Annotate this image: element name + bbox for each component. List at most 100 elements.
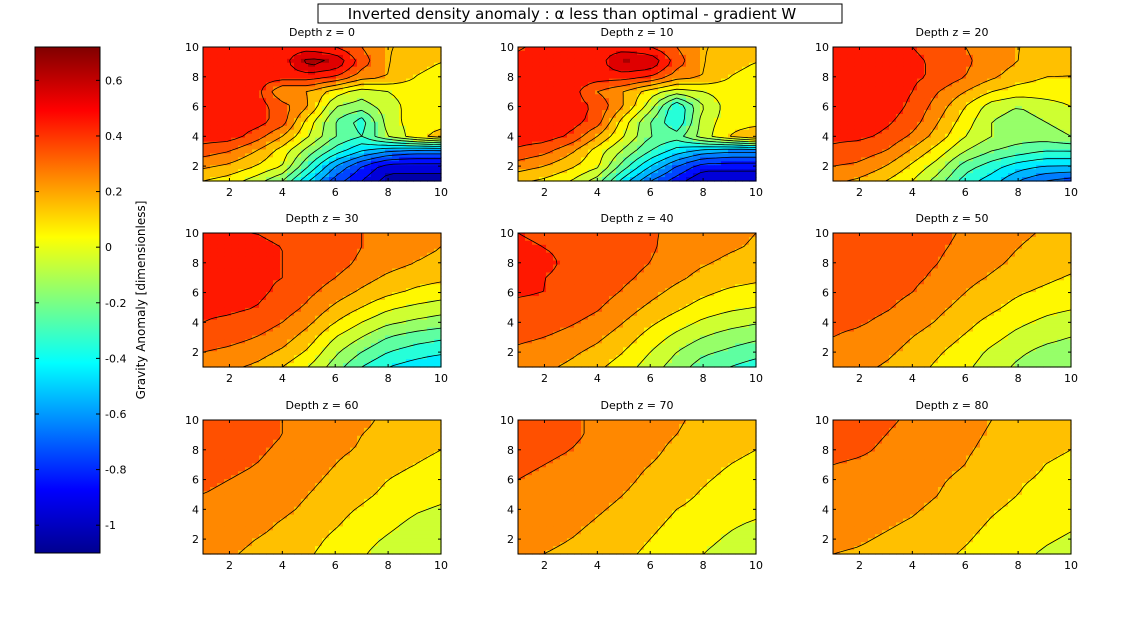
contour-cell (644, 106, 652, 111)
contour-cell (392, 173, 400, 178)
contour-cell (308, 233, 316, 238)
contour-cell (224, 94, 232, 99)
contour-cell (420, 47, 428, 52)
contour-cell (301, 355, 309, 360)
contour-cell (266, 86, 274, 91)
contour-cell (875, 70, 883, 76)
contour-cell (301, 288, 309, 293)
contour-cell (546, 121, 554, 127)
contour-cell (868, 137, 876, 143)
contour-cell (357, 78, 365, 84)
contour-cell (833, 117, 841, 123)
contour-cell (385, 173, 393, 178)
contour-cell (217, 141, 225, 147)
contour-cell (1043, 47, 1051, 52)
contour-cell (686, 129, 694, 135)
contour-cell (406, 106, 414, 111)
contour-cell (672, 117, 680, 123)
contour-cell (378, 62, 386, 68)
contour-cell (259, 102, 267, 107)
contour-cell (434, 303, 442, 309)
contour-cell (357, 303, 365, 309)
contour-cell (1036, 169, 1044, 174)
contour-cell (525, 110, 533, 115)
contour-cell (378, 236, 386, 242)
contour-cell (987, 149, 995, 155)
contour-cell (532, 121, 540, 127)
contour-cell (371, 292, 379, 297)
contour-cell (854, 54, 862, 60)
contour-cell (896, 47, 904, 52)
contour-cell (217, 165, 225, 170)
contour-cell (399, 177, 407, 182)
contour-cell (329, 121, 337, 127)
contour-cell (637, 233, 645, 238)
contour-cell (882, 114, 890, 119)
contour-cell (994, 169, 1002, 174)
contour-cell (343, 284, 351, 289)
contour-cell (560, 66, 568, 72)
contour-cell (217, 78, 225, 84)
contour-cell (1015, 94, 1023, 99)
contour-cell (287, 177, 295, 182)
contour-cell (875, 141, 883, 147)
contour-cell (420, 157, 428, 162)
contour-cell (840, 173, 848, 178)
contour-cell (602, 114, 610, 119)
contour-cell (203, 268, 211, 274)
contour-cell (861, 114, 869, 119)
contour-cell (280, 173, 288, 178)
contour-cell (245, 276, 253, 281)
contour-line (605, 51, 660, 73)
contour-cell (336, 252, 344, 258)
contour-cell (343, 157, 351, 162)
contour-cell (630, 70, 638, 76)
contour-cell (210, 351, 218, 356)
contour-cell (427, 94, 435, 99)
contour-cell (665, 47, 673, 52)
contour-cell (917, 86, 925, 91)
contour-cell (203, 296, 211, 301)
contour-cell (1050, 86, 1058, 91)
contour-cell (252, 359, 260, 364)
contour-cell (322, 137, 330, 143)
contour-cell (728, 145, 736, 151)
contour-cell (245, 252, 253, 258)
contour-cell (357, 288, 365, 293)
x-tick-label: 8 (385, 186, 392, 199)
contour-cell (420, 236, 428, 242)
contour-cell (924, 58, 932, 64)
contour-cell (588, 50, 596, 56)
contour-cell (1043, 165, 1051, 170)
contour-cell (287, 82, 295, 88)
contour-cell (672, 236, 680, 242)
contour-cell (686, 117, 694, 123)
contour-cell (917, 117, 925, 123)
contour-cell (231, 62, 239, 68)
contour-cell (427, 307, 435, 313)
contour-cell (280, 141, 288, 147)
contour-cell (910, 74, 918, 80)
contour-cell (238, 331, 246, 337)
contour-cell (1015, 117, 1023, 123)
contour-cell (581, 54, 589, 60)
contour-cell (588, 58, 596, 64)
contour-cell (315, 90, 323, 95)
contour-cell (994, 161, 1002, 166)
contour-cell (749, 161, 757, 166)
contour-cell (581, 94, 589, 99)
contour-cell (322, 145, 330, 151)
contour-cell (1022, 129, 1030, 135)
contour-cell (658, 98, 666, 103)
contour-cell (385, 98, 393, 103)
contour-cell (889, 66, 897, 72)
contour-cell (539, 106, 547, 111)
contour-cell (595, 66, 603, 72)
contour-cell (854, 125, 862, 131)
contour-cell (630, 82, 638, 88)
contour-cell (294, 347, 302, 352)
contour-cell (364, 161, 372, 166)
contour-cell (392, 233, 400, 238)
contour-cell (980, 90, 988, 95)
contour-cell (385, 129, 393, 135)
